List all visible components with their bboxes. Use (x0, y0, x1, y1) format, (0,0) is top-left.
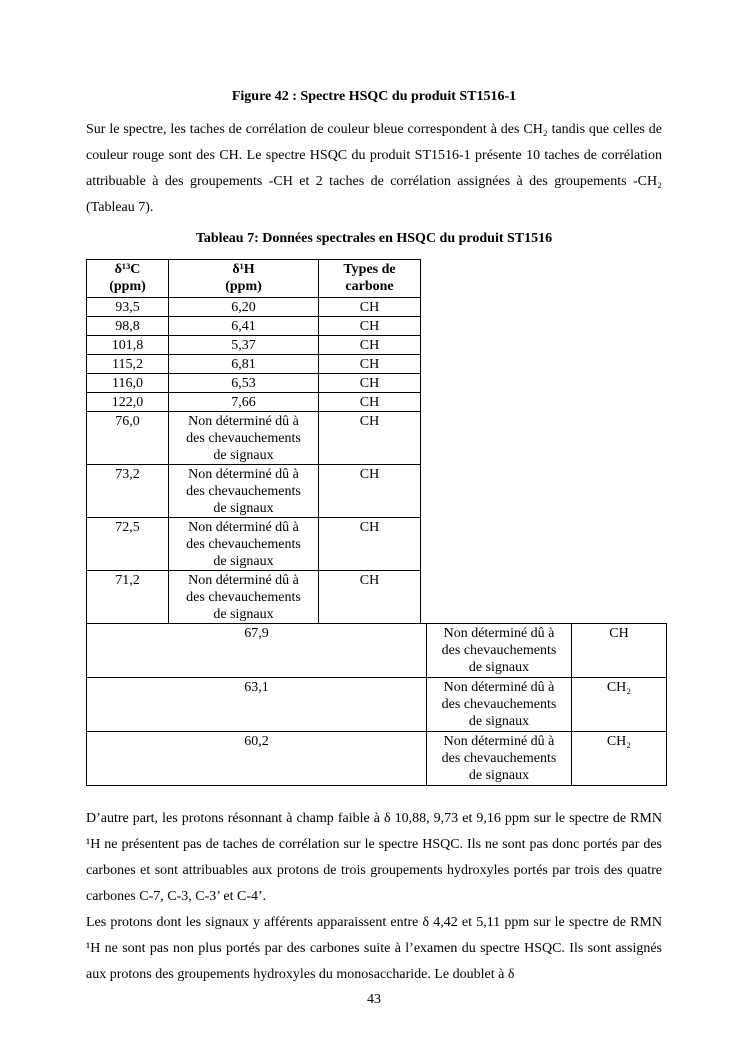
table-row: 67,9 Non déterminé dû à des chevauchemen… (86, 623, 667, 678)
cell-h1: 5,37 (168, 335, 319, 355)
cell-h1: 6,41 (168, 316, 319, 336)
cell-c13: 93,5 (86, 297, 169, 317)
cell-c13: 73,2 (86, 464, 169, 518)
table-row: 71,2 Non déterminé dû à des chevauchemen… (86, 570, 421, 624)
cell-type: CH₂ (571, 731, 667, 786)
cell-h1: Non déterminé dû à des chevauchements de… (168, 570, 319, 624)
cell-c13: 60,2 (86, 731, 427, 786)
table-row: 116,0 6,53 CH (86, 373, 421, 393)
table-row: 60,2 Non déterminé dû à des chevauchemen… (86, 731, 667, 786)
column-header-carbon-type: Types de carbone (318, 259, 421, 298)
cell-h1: 6,81 (168, 354, 319, 374)
cell-h1: Non déterminé dû à des chevauchements de… (168, 464, 319, 518)
cell-type: CH (318, 297, 421, 317)
cell-c13: 72,5 (86, 517, 169, 571)
cell-h1: Non déterminé dû à des chevauchements de… (168, 517, 319, 571)
hsqc-table-lower: 67,9 Non déterminé dû à des chevauchemen… (86, 623, 667, 786)
table-row: 76,0 Non déterminé dû à des chevauchemen… (86, 411, 421, 465)
paragraph-protons-hydroxyles: Les protons dont les signaux y afférents… (86, 915, 662, 982)
cell-type: CH (571, 623, 667, 678)
cell-c13: 101,8 (86, 335, 169, 355)
cell-c13: 122,0 (86, 392, 169, 412)
cell-type: CH (318, 517, 421, 571)
cell-type: CH (318, 392, 421, 412)
paragraph-protons-faible: D’autre part, les protons résonnant à ch… (86, 811, 662, 904)
cell-c13: 76,0 (86, 411, 169, 465)
table-row: 115,2 6,81 CH (86, 354, 421, 374)
column-header-c13: δ¹³C (ppm) (86, 259, 169, 298)
cell-h1: 6,53 (168, 373, 319, 393)
cell-type: CH (318, 464, 421, 518)
cell-type: CH (318, 354, 421, 374)
cell-type: CH₂ (571, 677, 667, 732)
table-row: 73,2 Non déterminé dû à des chevauchemen… (86, 464, 421, 518)
column-header-h1: δ¹H (ppm) (168, 259, 319, 298)
table-row: 122,0 7,66 CH (86, 392, 421, 412)
hsqc-table-upper: δ¹³C (ppm) δ¹H (ppm) Types de carbone 93… (86, 259, 421, 624)
table-row: 93,5 6,20 CH (86, 297, 421, 317)
cell-c13: 115,2 (86, 354, 169, 374)
cell-type: CH (318, 335, 421, 355)
cell-c13: 98,8 (86, 316, 169, 336)
cell-type: CH (318, 411, 421, 465)
table-row: 63,1 Non déterminé dû à des chevauchemen… (86, 677, 667, 732)
cell-type: CH (318, 373, 421, 393)
page-number: 43 (367, 992, 381, 1007)
cell-type: CH (318, 570, 421, 624)
cell-h1: Non déterminé dû à des chevauchements de… (426, 677, 572, 732)
cell-h1: Non déterminé dû à des chevauchements de… (426, 623, 572, 678)
table-row: 98,8 6,41 CH (86, 316, 421, 336)
cell-c13: 67,9 (86, 623, 427, 678)
table-row: 72,5 Non déterminé dû à des chevauchemen… (86, 517, 421, 571)
cell-h1: 6,20 (168, 297, 319, 317)
cell-h1: Non déterminé dû à des chevauchements de… (168, 411, 319, 465)
paragraph-spectre: Sur le spectre, les taches de corrélatio… (86, 122, 662, 215)
table-title: Tableau 7: Données spectrales en HSQC du… (195, 231, 553, 246)
cell-c13: 71,2 (86, 570, 169, 624)
cell-h1: Non déterminé dû à des chevauchements de… (426, 731, 572, 786)
table-row: 101,8 5,37 CH (86, 335, 421, 355)
figure-caption: Figure 42 : Spectre HSQC du produit ST15… (231, 89, 517, 104)
cell-c13: 63,1 (86, 677, 427, 732)
cell-type: CH (318, 316, 421, 336)
table-header-row: δ¹³C (ppm) δ¹H (ppm) Types de carbone (86, 259, 421, 298)
cell-h1: 7,66 (168, 392, 319, 412)
cell-c13: 116,0 (86, 373, 169, 393)
